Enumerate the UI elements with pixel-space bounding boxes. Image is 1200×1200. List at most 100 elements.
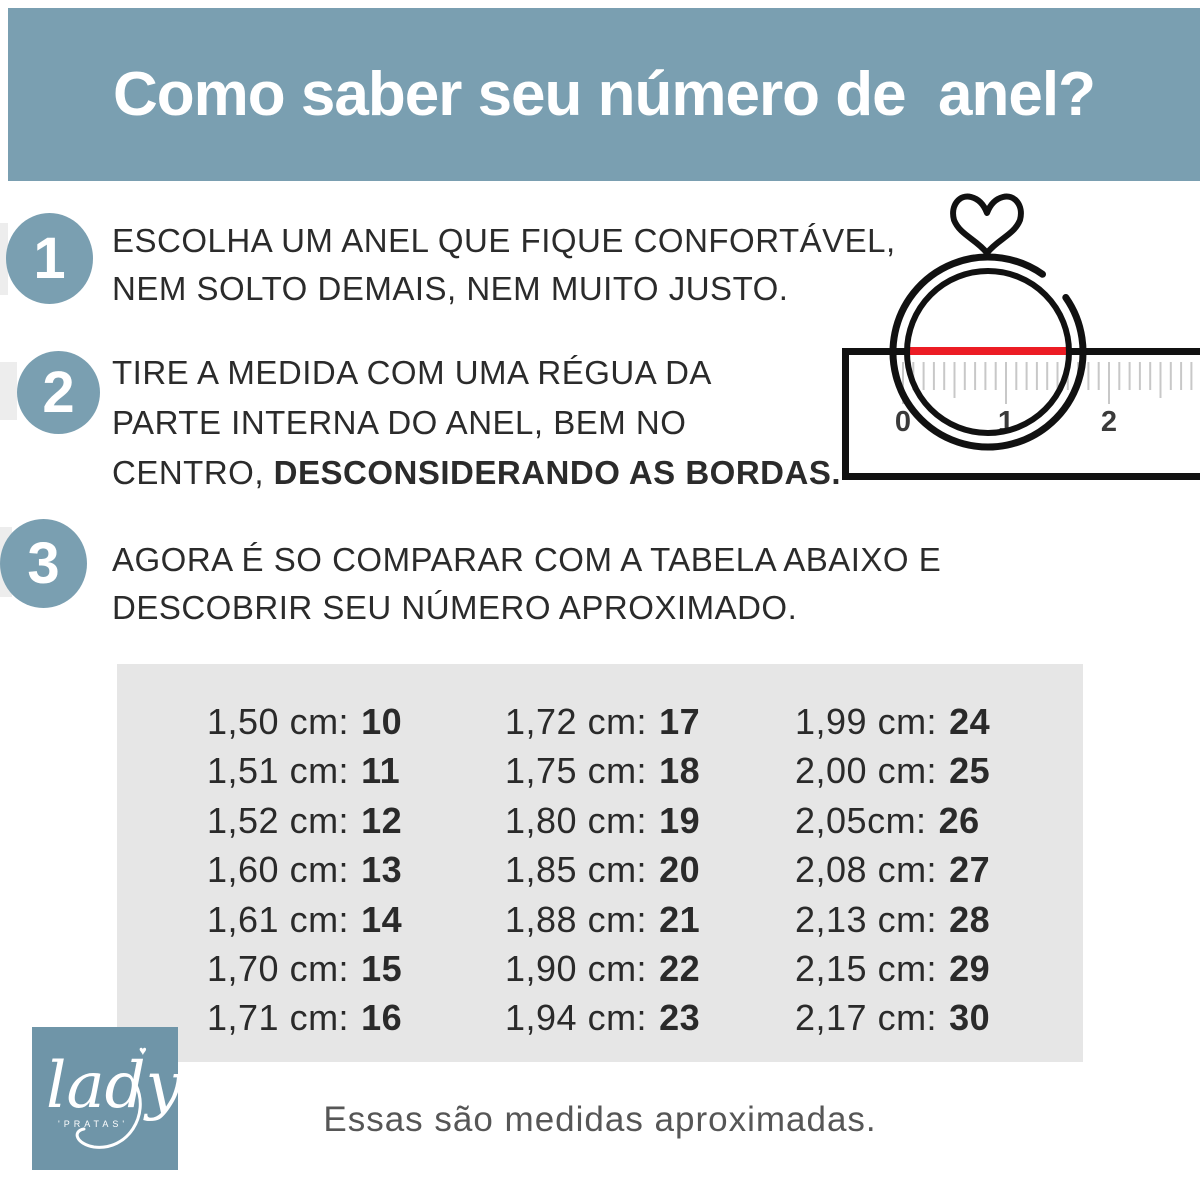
diameter-label: 1,90 cm:: [505, 948, 648, 990]
size-row: 2,13 cm: 28: [795, 895, 990, 944]
step-2-badge: 2: [17, 351, 100, 434]
size-row: 1,85 cm: 20: [505, 845, 700, 894]
diameter-label: 1,88 cm:: [505, 898, 648, 940]
step-line-segment: PARTE INTERNA DO ANEL, BEM NO: [112, 404, 687, 441]
brand-logo: lady ♥ 'PRATAS': [32, 1027, 183, 1170]
ring-size-value: 26: [938, 799, 980, 841]
ring-ruler-illustration: 0 1 2: [842, 193, 1200, 480]
ring-size-value: 23: [659, 997, 701, 1039]
ring-size-value: 28: [949, 898, 991, 940]
size-row: 2,15 cm: 29: [795, 944, 990, 993]
diameter-label: 2,15 cm:: [795, 948, 938, 990]
left-edge-strip: [0, 223, 8, 295]
ring-size-value: 20: [659, 849, 701, 891]
step-3-badge: 3: [0, 519, 87, 608]
step-line: AGORA É SO COMPARAR COM A TABELA ABAIXO …: [112, 536, 941, 584]
ring-size-value: 29: [949, 948, 991, 990]
size-table-panel: 1,50 cm: 10 1,51 cm: 11 1,52 cm: 12 1,60 cm: 13…: [117, 664, 1083, 1062]
size-row: 1,60 cm: 13: [207, 845, 402, 894]
step-line: PARTE INTERNA DO ANEL, BEM NO: [112, 398, 841, 448]
size-table-column-1: 1,50 cm: 10 1,51 cm: 11 1,52 cm: 12 1,60 cm: 13…: [207, 697, 402, 1043]
step-line-segment: NEM SOLTO DEMAIS, NEM MUITO JUSTO.: [112, 270, 789, 307]
step-3-number: 3: [27, 531, 60, 596]
ring-size-value: 27: [949, 849, 991, 891]
step-line: ESCOLHA UM ANEL QUE FIQUE CONFORTÁVEL,: [112, 217, 896, 265]
diameter-label: 2,08 cm:: [795, 849, 938, 891]
size-row: 1,99 cm: 24: [795, 697, 990, 746]
ring-size-value: 17: [659, 701, 701, 742]
diameter-label: 1,94 cm:: [505, 997, 648, 1039]
size-row: 1,50 cm: 10: [207, 697, 402, 746]
step-line-segment: DESCOBRIR SEU NÚMERO APROXIMADO.: [112, 589, 798, 626]
step-line: NEM SOLTO DEMAIS, NEM MUITO JUSTO.: [112, 265, 896, 313]
step-line-bold-segment: DESCONSIDERANDO AS BORDAS.: [273, 454, 842, 491]
step-1-text: ESCOLHA UM ANEL QUE FIQUE CONFORTÁVEL, NE…: [112, 217, 896, 313]
logo-subtitle: 'PRATAS': [58, 1119, 128, 1129]
ring-size-value: 19: [659, 799, 701, 841]
step-2-text: TIRE A MEDIDA COM UMA RÉGUA DA PARTE INTE…: [112, 348, 841, 498]
ring-inner-circle: [904, 268, 1072, 436]
diameter-label: 1,61 cm:: [207, 898, 350, 940]
ring-size-value: 12: [361, 799, 403, 841]
diameter-label: 1,99 cm:: [795, 701, 938, 742]
left-edge-strip: [0, 362, 17, 420]
diameter-label: 2,17 cm:: [795, 997, 938, 1039]
size-row: 2,17 cm: 30: [795, 993, 990, 1042]
ring-size-value: 24: [949, 701, 991, 742]
ring-size-value: 18: [659, 750, 701, 792]
ruler-number-0: 0: [895, 406, 911, 438]
heart-icon: [950, 193, 1024, 256]
logo-swash: [75, 1083, 142, 1149]
ring-size-value: 25: [949, 750, 991, 792]
header-banner: Como saber seu número de anel?: [8, 8, 1200, 181]
step-3-text: AGORA É SO COMPARAR COM A TABELA ABAIXO …: [112, 536, 941, 632]
size-row: 2,00 cm: 25: [795, 746, 990, 795]
size-row: 1,51 cm: 11: [207, 746, 402, 795]
ring-size-value: 14: [361, 898, 403, 940]
step-line: TIRE A MEDIDA COM UMA RÉGUA DA: [112, 348, 841, 398]
ring-size-value: 11: [361, 750, 401, 792]
footer-note: Essas são medidas aproximadas.: [323, 1100, 877, 1139]
diameter-label: 1,71 cm:: [207, 997, 350, 1039]
diameter-label: 1,80 cm:: [505, 799, 648, 841]
ring-size-value: 30: [949, 997, 991, 1039]
size-row: 2,08 cm: 27: [795, 845, 990, 894]
size-row: 1,52 cm: 12: [207, 796, 402, 845]
diameter-label: 1,75 cm:: [505, 750, 648, 792]
step-line-segment: ESCOLHA UM ANEL QUE FIQUE CONFORTÁVEL,: [112, 222, 896, 259]
logo-word: lady: [46, 1049, 178, 1123]
size-row: 1,61 cm: 14: [207, 895, 402, 944]
ring-size-value: 22: [659, 948, 701, 990]
diameter-label: 2,05cm:: [795, 799, 927, 841]
step-line-segment: AGORA É SO COMPARAR COM A TABELA ABAIXO …: [112, 541, 942, 578]
page-title: Como saber seu número de anel?: [113, 60, 1096, 129]
size-table-column-2: 1,72 cm: 17 1,75 cm: 18 1,80 cm: 19 1,85 cm: 20…: [505, 697, 700, 1043]
ring-size-value: 10: [361, 701, 403, 742]
ring-outer-circle: [889, 253, 1087, 451]
logo-heart-icon: ♥: [139, 1043, 147, 1058]
size-row: 2,05cm: 26: [795, 796, 990, 845]
step-2-number: 2: [42, 360, 75, 425]
size-row: 1,88 cm: 21: [505, 895, 700, 944]
step-line-segment: TIRE A MEDIDA COM UMA RÉGUA DA: [112, 354, 712, 391]
step-line: CENTRO, DESCONSIDERANDO AS BORDAS.: [112, 448, 841, 498]
ring-size-value: 13: [361, 849, 403, 891]
size-row: 1,94 cm: 23: [505, 993, 700, 1042]
ring-size-value: 15: [361, 948, 403, 990]
size-table-column-3: 1,99 cm: 24 2,00 cm: 25 2,05cm: 26 2,08 cm: 27 2…: [795, 697, 990, 1043]
step-line: DESCOBRIR SEU NÚMERO APROXIMADO.: [112, 584, 941, 632]
step-line-segment: CENTRO,: [112, 454, 274, 491]
diameter-label: 1,85 cm:: [505, 849, 648, 891]
ruler-number-2: 2: [1101, 406, 1117, 438]
diameter-label: 2,00 cm:: [795, 750, 938, 792]
step-1-number: 1: [33, 226, 66, 291]
size-row: 1,75 cm: 18: [505, 746, 700, 795]
lady-pratas-logo: lady ♥ 'PRATAS': [46, 1043, 183, 1149]
size-row: 1,90 cm: 22: [505, 944, 700, 993]
diameter-label: 2,13 cm:: [795, 898, 938, 940]
step-1-badge: 1: [6, 213, 93, 304]
ring-size-value: 21: [659, 898, 701, 940]
size-row: 1,71 cm: 16: [207, 993, 402, 1042]
size-row: 1,70 cm: 15: [207, 944, 402, 993]
